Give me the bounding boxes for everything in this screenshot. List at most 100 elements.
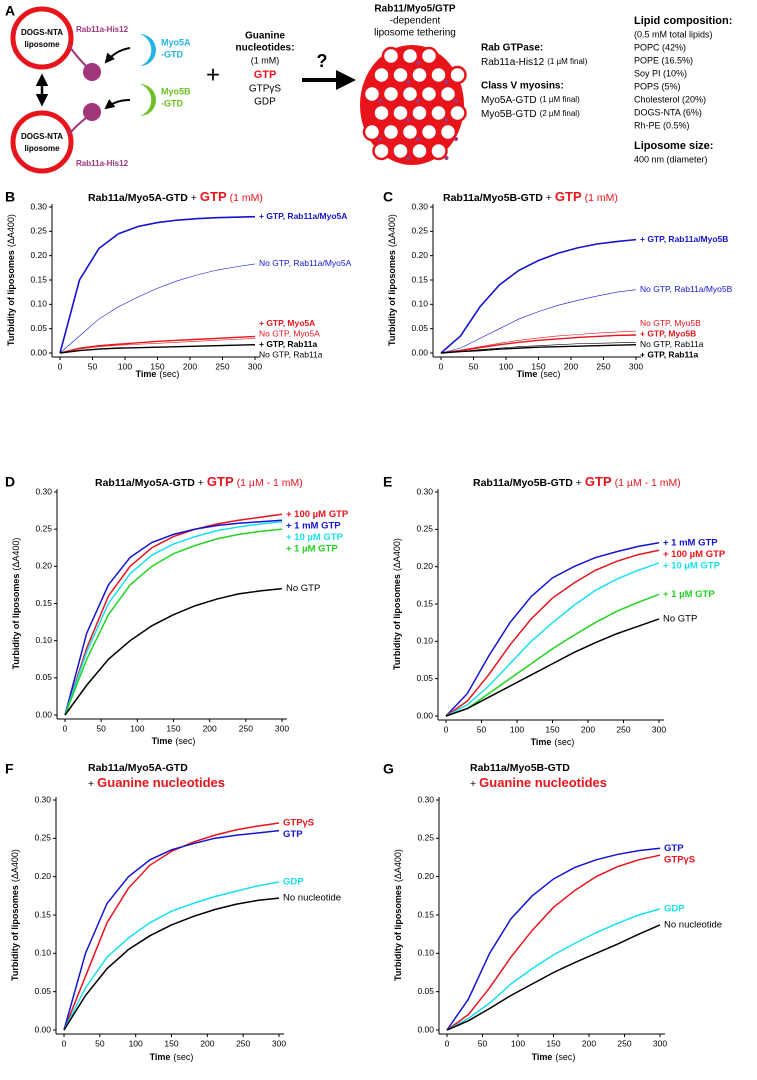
- title-highlight: GTP: [207, 474, 234, 489]
- title-main: Rab11a/Myo5B-GTD: [473, 477, 573, 489]
- liposome: [381, 122, 401, 142]
- x-tick-label: 250: [239, 723, 253, 733]
- y-tick-label: 0.00: [30, 347, 47, 357]
- bound-protein: [378, 137, 382, 141]
- liposome-label: DOGS-NTA: [21, 28, 63, 37]
- title-plus: +: [470, 778, 476, 790]
- title-main: Rab11a/Myo5B-GTD: [470, 762, 570, 774]
- series-label: No GTP, Rab11a: [640, 339, 704, 349]
- series-line: [440, 238, 637, 354]
- y-label-unit: (ΔA400): [393, 849, 403, 882]
- liposome: [448, 103, 467, 123]
- y-tick-label: 0.05: [416, 673, 433, 683]
- myo5a-label: Myo5A: [161, 37, 191, 47]
- x-label-unit: (sec): [555, 1052, 575, 1062]
- y-label-main: Turbidity of liposomes: [6, 250, 16, 346]
- x-label-main: Time: [532, 1052, 553, 1062]
- result-label: liposome tethering: [374, 28, 456, 39]
- lipid-item: Rh-PE (0.5%): [634, 120, 690, 130]
- y-tick-label: 0.25: [30, 226, 47, 236]
- liposome: [400, 46, 420, 66]
- myosin-conc: (2 µM final): [540, 109, 581, 118]
- series-label: GTPγS: [664, 854, 695, 865]
- series-label: No GTP, Rab11a: [259, 349, 323, 359]
- x-tick-label: 100: [129, 1038, 143, 1048]
- myosin-conc: (1 µM final): [540, 95, 581, 104]
- series-line: [446, 924, 661, 1031]
- series-line: [63, 829, 280, 1031]
- x-tick-label: 300: [653, 1038, 667, 1048]
- myosin-item: Myo5A-GTD (1 µM final): [481, 95, 580, 106]
- myo5b-label: Myo5B: [161, 86, 191, 96]
- panel-letter: G: [383, 761, 394, 777]
- myo5a-label: -GTD: [161, 49, 183, 59]
- x-tick-label: 0: [62, 1038, 67, 1048]
- title-note: (1 µM - 1 mM): [615, 477, 681, 489]
- x-tick-label: 100: [510, 724, 524, 734]
- series-label: GTPγS: [283, 818, 314, 829]
- y-tick-label: 0.20: [417, 871, 434, 881]
- liposome: [362, 84, 382, 104]
- y-tick-label: 0.25: [416, 524, 433, 534]
- x-tick-label: 100: [499, 361, 513, 371]
- title-plus: +: [198, 477, 204, 489]
- his-tag: [68, 45, 87, 67]
- x-tick-label: 150: [166, 723, 180, 733]
- chart-b: B Rab11a/Myo5A-GTD + GTP (1 mM) 0.00 0.05 0.10 0…: [5, 189, 352, 380]
- chart-title: + Guanine nucleotides: [88, 775, 225, 790]
- series-line: [64, 519, 283, 716]
- x-tick-label: 50: [478, 1038, 488, 1048]
- rab-item: Rab11a-His12 (1 µM final): [481, 57, 588, 68]
- x-label-main: Time: [150, 1052, 171, 1062]
- series-label: No GTP, Myo5A: [259, 328, 320, 338]
- x-tick-label: 200: [183, 361, 197, 371]
- series-line: [440, 330, 637, 354]
- series-label: No GTP, Rab11a/Myo5B: [640, 284, 733, 294]
- y-tick-label: 0.05: [417, 986, 434, 996]
- y-tick-label: 0.25: [35, 523, 52, 533]
- chart-d: D Rab11a/Myo5A-GTD + GTP (1 µM - 1 mM) 0.00 0.…: [5, 474, 349, 747]
- y-tick-label: 0.10: [34, 948, 51, 958]
- series-line: [445, 542, 660, 717]
- liposome: [10, 110, 74, 174]
- bound-protein: [444, 156, 449, 160]
- title-main: Rab11a/Myo5A-GTD: [95, 477, 195, 489]
- y-tick-label: 0.05: [35, 672, 52, 682]
- question: ?: [317, 51, 328, 71]
- title-main: Rab11a/Myo5B-GTD: [443, 192, 543, 204]
- x-tick-label: 0: [445, 1038, 450, 1048]
- title-main: Rab11a/Myo5A-GTD: [88, 762, 188, 774]
- x-tick-label: 150: [545, 724, 559, 734]
- his-tag: [68, 117, 87, 135]
- title-note: (1 µM - 1 mM): [237, 477, 303, 489]
- y-tick-label: 0.20: [30, 250, 47, 260]
- y-tick-label: 0.10: [411, 299, 428, 309]
- y-tick-label: 0.15: [417, 909, 434, 919]
- rab-protein: [83, 63, 101, 81]
- liposome: [372, 103, 391, 123]
- myosin-name: Myo5A-GTD: [481, 95, 537, 106]
- y-tick-label: 0.30: [35, 486, 52, 496]
- series-line: [59, 263, 256, 354]
- chart-title: Rab11a/Myo5B-GTD: [470, 762, 570, 774]
- y-tick-label: 0.15: [411, 274, 428, 284]
- bound-protein: [454, 99, 458, 103]
- x-tick-label: 250: [236, 1038, 250, 1048]
- rab-item-conc: (1 µM final): [547, 57, 588, 66]
- rab-heading: Rab GTPase:: [481, 43, 543, 54]
- y-tick-label: 0.00: [35, 709, 52, 719]
- x-tick-label: 250: [596, 361, 610, 371]
- series-label: + GTP, Rab11a/Myo5A: [259, 211, 347, 221]
- series-line: [63, 881, 280, 1031]
- rab-item-name: Rab11a-His12: [481, 57, 545, 68]
- x-tick-label: 300: [248, 361, 262, 371]
- myosin-item: Myo5B-GTD (2 µM final): [481, 109, 580, 120]
- rab-label: Rab11a-His12: [76, 159, 129, 168]
- y-tick-label: 0.20: [411, 250, 428, 260]
- liposome: [448, 65, 467, 85]
- title-plus: +: [88, 778, 94, 790]
- myosin-heading: Class V myosins:: [481, 81, 564, 92]
- y-axis-label: Turbidity of liposomes (ΔA400): [11, 538, 21, 670]
- binding-arrow: [104, 99, 131, 110]
